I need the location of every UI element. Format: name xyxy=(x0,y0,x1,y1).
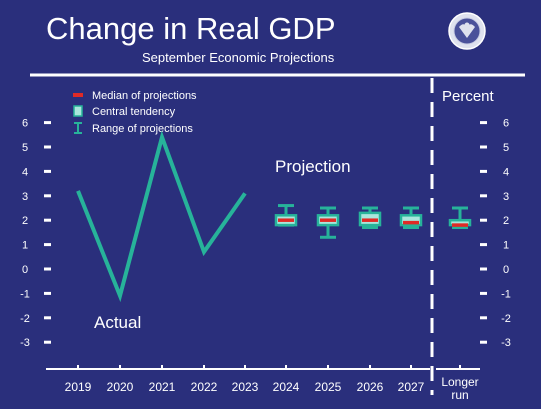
y-tick-label-right: 6 xyxy=(503,118,509,130)
x-tick-label: 2021 xyxy=(149,380,176,394)
projection-marker-longer-run xyxy=(448,206,472,230)
projection-marker-2026 xyxy=(358,206,382,230)
y-tick-label-right: -1 xyxy=(501,288,511,300)
y-tick-label-left: 3 xyxy=(22,191,28,203)
x-tick-label: 2025 xyxy=(315,380,342,394)
y-tick-label-left: -3 xyxy=(20,337,30,349)
y-tick-label-right: -3 xyxy=(501,337,511,349)
federal-reserve-seal-icon xyxy=(448,12,486,50)
chart-subtitle: September Economic Projections xyxy=(142,50,335,65)
y-tick-label-left: 4 xyxy=(22,166,28,178)
y-tick-label-left: 5 xyxy=(22,142,28,154)
y-tick-label-right: 4 xyxy=(503,166,509,178)
x-tick-label: 2020 xyxy=(107,380,134,394)
y-tick-label-left: 6 xyxy=(22,118,28,130)
y-tick-label-left: 2 xyxy=(22,215,28,227)
y-tick-label-left: -2 xyxy=(20,313,30,325)
y-tick-label-right: 5 xyxy=(503,142,509,154)
projection-marker-2024 xyxy=(274,204,298,227)
x-tick-label: 2023 xyxy=(232,380,259,394)
x-tick-label: 2026 xyxy=(357,380,384,394)
legend: Median of projections Central tendency R… xyxy=(73,90,197,135)
central-tendency-box xyxy=(399,214,423,227)
central-tendency-swatch-icon xyxy=(73,105,83,117)
x-tick-label: 2022 xyxy=(191,380,218,394)
y-tick-label-left: 1 xyxy=(22,240,28,252)
projection-marker-2027 xyxy=(399,206,423,230)
y-tick-label-right: 3 xyxy=(503,191,509,203)
legend-item-central: Central tendency xyxy=(73,105,176,118)
projection-marker-2025 xyxy=(316,206,340,239)
axes: 6 6 5 5 4 4 3 3 2 2 1 1 0 0 -1 -1 -2 -2 -3 -3 2019 2020 2021 20… xyxy=(20,118,511,402)
data-marks xyxy=(76,130,472,303)
y-tick-label-left: -1 xyxy=(20,288,30,300)
range-bracket-icon xyxy=(74,122,82,134)
chart-title: Change in Real GDP xyxy=(46,11,336,46)
x-tick-label: 2019 xyxy=(65,380,92,394)
y-tick-label-right: 2 xyxy=(503,215,509,227)
legend-label-range: Range of projections xyxy=(92,123,193,135)
legend-label-central: Central tendency xyxy=(92,106,176,118)
legend-item-median: Median of projections xyxy=(73,90,197,102)
annotation-actual: Actual xyxy=(94,313,141,332)
y-tick-label-left: 0 xyxy=(22,264,28,276)
unit-label: Percent xyxy=(442,88,495,105)
y-tick-label-right: 0 xyxy=(503,264,509,276)
median-swatch-icon xyxy=(73,93,83,97)
legend-item-range: Range of projections xyxy=(74,122,193,135)
y-tick-label-right: -2 xyxy=(501,313,511,325)
legend-label-median: Median of projections xyxy=(92,90,197,102)
x-tick-label-longer-run: Longer run xyxy=(441,375,478,402)
actual-gdp-line xyxy=(76,130,247,303)
x-tick-label: 2024 xyxy=(273,380,300,394)
y-tick-label-right: 1 xyxy=(503,240,509,252)
x-tick-label: 2027 xyxy=(398,380,425,394)
annotation-projection: Projection xyxy=(275,157,351,176)
